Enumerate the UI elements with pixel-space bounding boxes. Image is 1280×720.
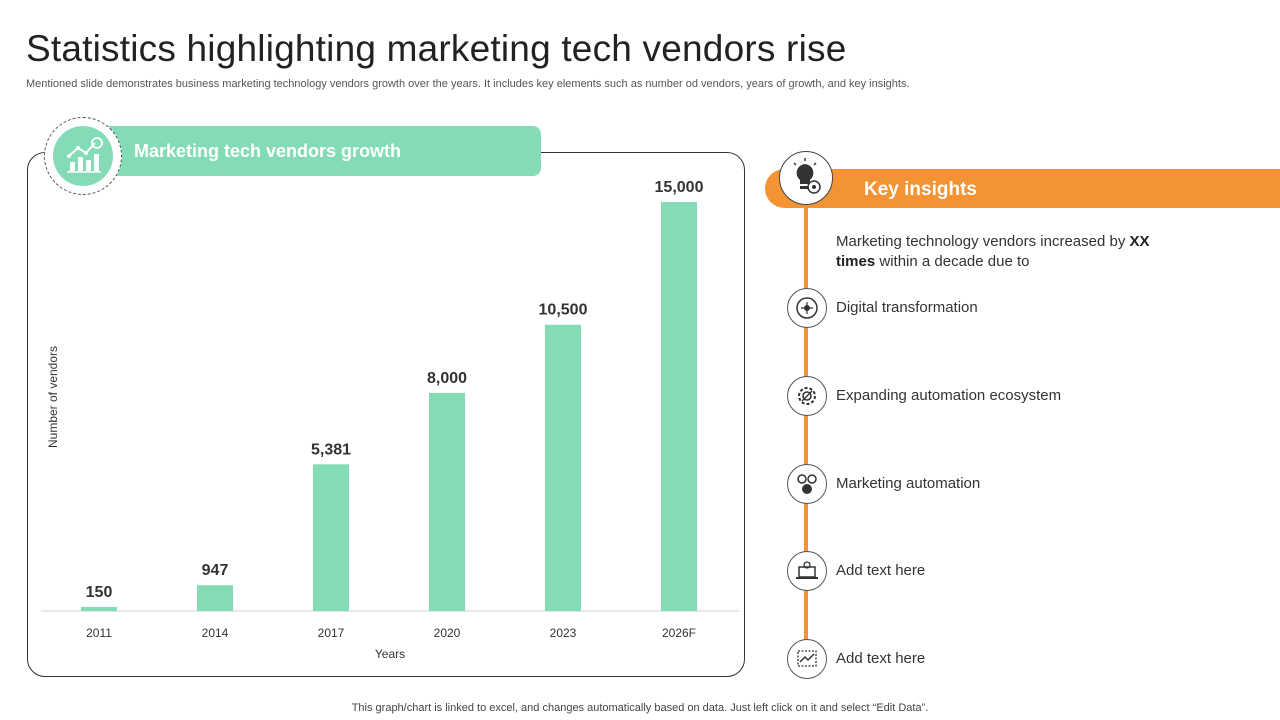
insight-item-2: Expanding automation ecosystem [836, 387, 1062, 404]
page-subtitle: Mentioned slide demonstrates business ma… [26, 78, 910, 90]
x-tick-label: 2011 [86, 626, 112, 640]
x-axis-title: Years [375, 647, 405, 661]
marketing-automation-icon [787, 464, 827, 504]
intro-text-end: within a decade due to [875, 253, 1030, 270]
intro-text: Marketing technology vendors increased b… [836, 233, 1130, 250]
key-insights-bar [765, 169, 1280, 208]
growth-chart-icon [53, 126, 113, 186]
laptop-gear-icon [787, 551, 827, 591]
page-title: Statistics highlighting marketing tech v… [26, 28, 847, 69]
bar-2011 [81, 606, 117, 611]
bar-2023 [545, 324, 581, 611]
chart-analysis-icon [787, 639, 827, 679]
key-insights-title: Key insights [864, 179, 977, 200]
insight-item-4: Add text here [836, 562, 926, 579]
intro-bold-times: times [836, 253, 876, 270]
x-tick-label: 2017 [318, 626, 345, 640]
lightbulb-gear-icon [779, 151, 833, 205]
insight-item-1: Digital transformation [836, 299, 978, 316]
insights-timeline [804, 205, 808, 655]
insight-item-3: Marketing automation [836, 475, 981, 492]
y-axis-title: Number of vendors [46, 346, 60, 448]
chart-heading: Marketing tech vendors growth [134, 141, 402, 161]
bar-2020 [429, 392, 465, 611]
x-tick-label: 2026F [662, 626, 696, 640]
automation-gear-icon [787, 376, 827, 416]
digital-transformation-icon [787, 288, 827, 328]
insights-intro: Marketing technology vendors increased b… [836, 232, 1186, 272]
insight-item-5: Add text here [836, 650, 926, 667]
footer-note: This graph/chart is linked to excel, and… [351, 702, 929, 714]
bar-2014 [197, 585, 233, 611]
bar-2017 [313, 464, 349, 611]
bar-value-label: 8,000 [427, 370, 467, 387]
x-tick-label: 2020 [434, 626, 461, 640]
bar-value-label: 15,000 [655, 179, 704, 196]
chart-header-bar [96, 126, 541, 176]
bar-value-label: 10,500 [539, 302, 588, 319]
bar-2026F [661, 202, 697, 611]
bar-value-label: 5,381 [311, 441, 351, 458]
x-tick-label: 2014 [202, 626, 229, 640]
x-tick-label: 2023 [550, 626, 577, 640]
intro-bold-xx: XX [1129, 233, 1150, 250]
bar-value-label: 150 [86, 584, 113, 601]
bar-value-label: 947 [202, 562, 229, 579]
